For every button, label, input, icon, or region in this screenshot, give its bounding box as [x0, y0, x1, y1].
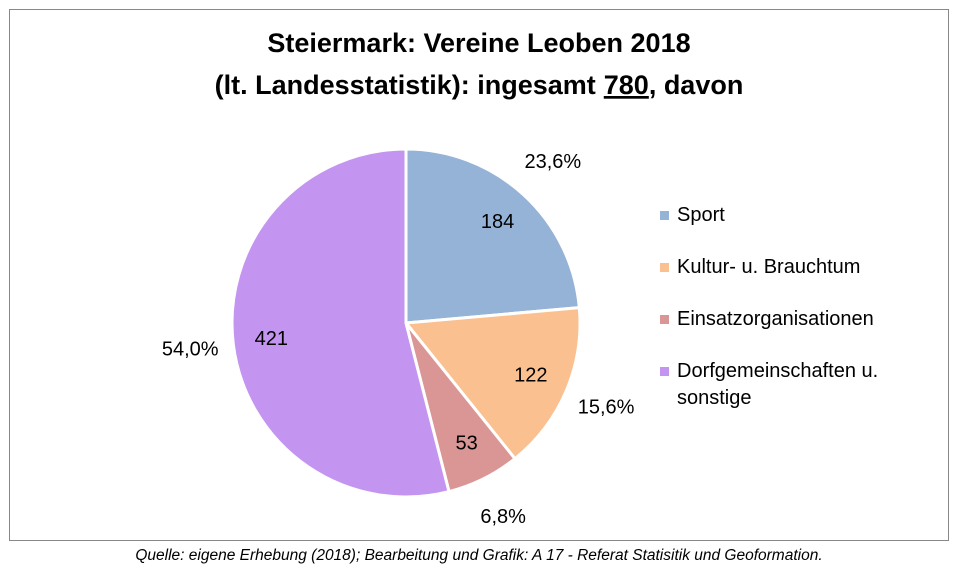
- pie-slice: [230, 147, 451, 499]
- legend-item: Kultur- u. Brauchtum: [660, 254, 935, 281]
- legend-label: Dorfgemeinschaften u. sonstige: [677, 360, 879, 409]
- title-part: (lt. Landesstatistik): ingesamt: [215, 70, 596, 100]
- percent-label: 54,0%: [162, 338, 219, 360]
- legend-swatch: [660, 211, 669, 220]
- chart-title: (lt. Landesstatistik): ingesamt 780, davo…: [215, 70, 744, 100]
- value-label: 53: [456, 433, 478, 455]
- legend: Sport Kultur- u. Brauchtum Einsatzorganisa…: [660, 202, 935, 437]
- legend-swatch: [660, 315, 669, 324]
- title-total: 780: [604, 70, 649, 100]
- legend-swatch: [660, 263, 669, 272]
- chart-title: Steiermark: Vereine Leoben 2018: [267, 28, 690, 58]
- value-label: 122: [514, 364, 547, 386]
- value-label: 421: [255, 328, 288, 350]
- pie-slice: [403, 305, 582, 461]
- legend-label: Einsatzorganisationen: [677, 308, 874, 330]
- percent-label: 23,6%: [524, 151, 581, 173]
- frame: [9, 9, 949, 541]
- legend-item: Sport: [660, 202, 935, 229]
- pie-slice: [404, 147, 581, 325]
- title-part: , davon: [649, 70, 744, 100]
- legend-item: Einsatzorganisationen: [660, 306, 935, 333]
- legend-label: Sport: [677, 204, 725, 226]
- value-label: 184: [481, 211, 514, 233]
- source: Quelle: eigene Erhebung (2018); Bearbeit…: [135, 547, 823, 564]
- legend-label: Kultur- u. Brauchtum: [677, 256, 861, 278]
- percent-label: 6,8%: [480, 506, 526, 528]
- legend-item: Dorfgemeinschaften u. sonstige: [660, 358, 935, 412]
- legend-swatch: [660, 367, 669, 376]
- percent-label: 15,6%: [578, 397, 635, 419]
